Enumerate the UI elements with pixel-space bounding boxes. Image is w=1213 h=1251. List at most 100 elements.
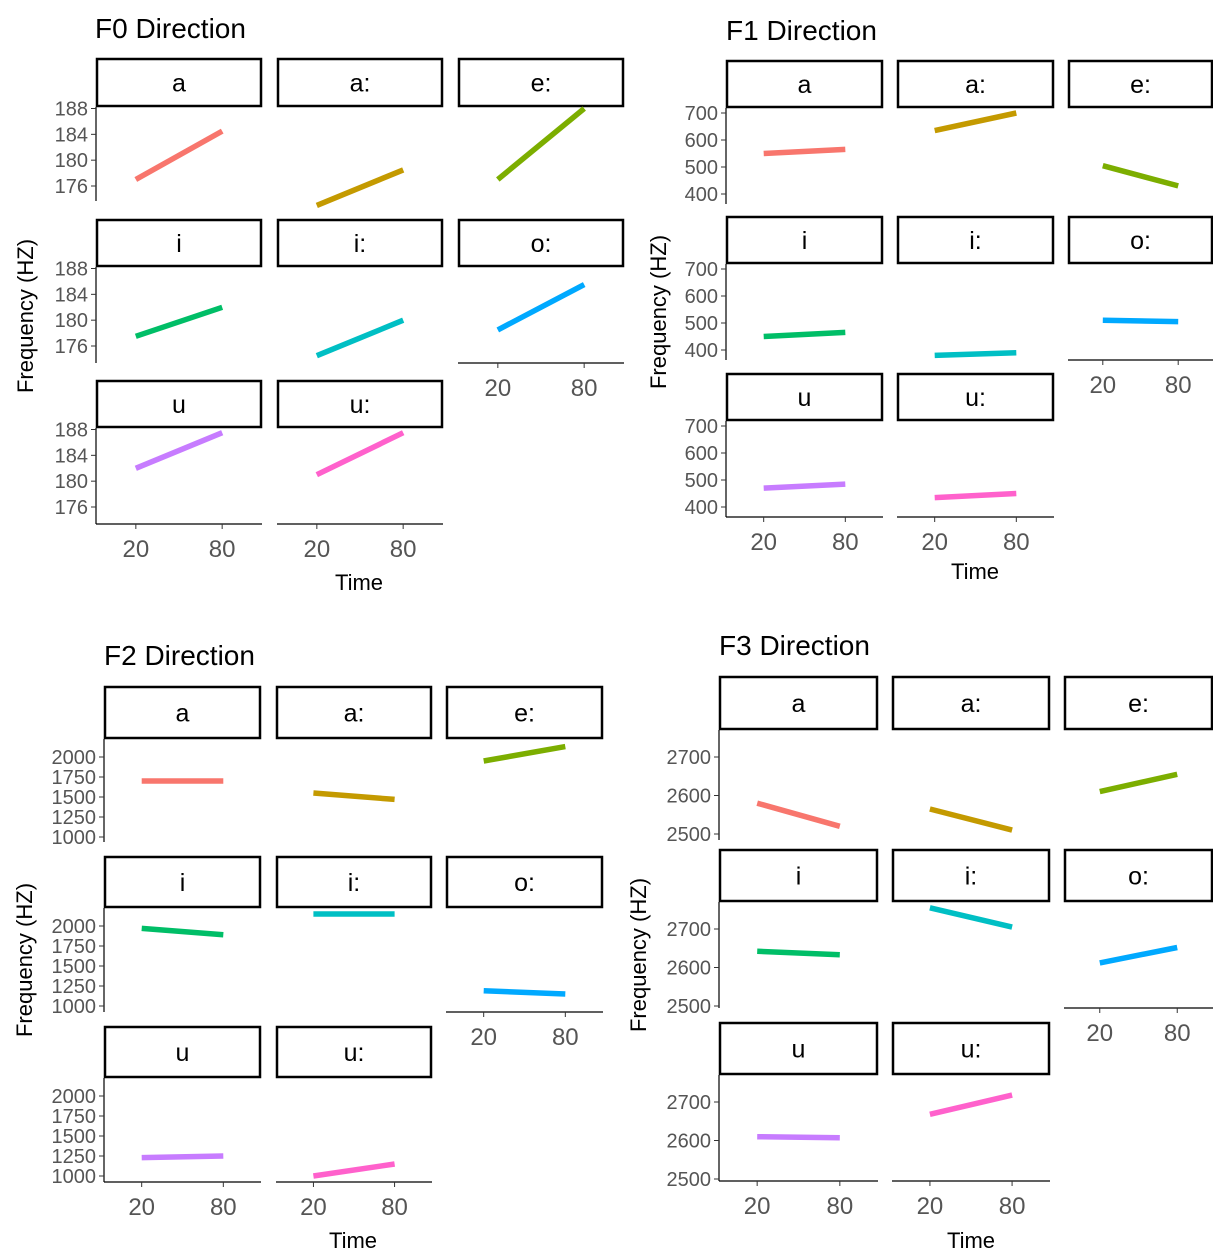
strip-label: a bbox=[798, 71, 812, 99]
facet-panel: o: 20 80 bbox=[1067, 215, 1213, 399]
strip-box bbox=[718, 1021, 879, 1076]
y-tick-label: 400 bbox=[685, 497, 718, 519]
y-tick-label: 2600 bbox=[667, 1131, 712, 1153]
y-tick-label: 500 bbox=[685, 470, 718, 492]
y-tick-label: 400 bbox=[685, 340, 718, 362]
x-tick-label: 20 bbox=[122, 536, 149, 563]
y-tick-label: 400 bbox=[685, 184, 718, 206]
y-tick-label: 1250 bbox=[52, 976, 97, 998]
facet-panel: a 400 500 600 700 bbox=[685, 59, 884, 206]
y-tick-label: 1750 bbox=[52, 1106, 97, 1128]
x-tick-label: 80 bbox=[571, 375, 598, 402]
facet-panel: o: 20 80 bbox=[445, 855, 604, 1051]
strip-box bbox=[725, 59, 884, 109]
y-tick-label: 2600 bbox=[667, 786, 712, 808]
strip-box bbox=[896, 59, 1055, 109]
strip-label: u bbox=[176, 1039, 190, 1067]
x-tick-label: 80 bbox=[999, 1193, 1026, 1220]
strip-box bbox=[445, 685, 604, 740]
series-line bbox=[134, 430, 224, 471]
strip-label: i bbox=[180, 869, 186, 897]
series-line bbox=[483, 743, 566, 764]
strip-label: o: bbox=[1130, 227, 1151, 255]
x-axis-label: Time bbox=[947, 1228, 995, 1251]
strip-label: a bbox=[172, 70, 186, 98]
strip-box bbox=[891, 1021, 1051, 1076]
facet-panels: a 176 180 184 188 a: e: i 176 180 184 188 i: o: 20 80 u 1… bbox=[55, 57, 625, 563]
chart-title: F2 Direction bbox=[104, 640, 255, 671]
strip-label: a: bbox=[961, 690, 982, 718]
series-line bbox=[1099, 771, 1178, 795]
strip-box bbox=[718, 675, 879, 731]
facet-panel: o: 20 80 bbox=[457, 218, 625, 402]
series-line bbox=[929, 905, 1013, 930]
strip-box bbox=[457, 218, 625, 268]
series-line bbox=[934, 349, 1017, 359]
strip-box bbox=[891, 848, 1051, 903]
series-line bbox=[934, 110, 1017, 134]
y-tick-label: 2500 bbox=[667, 824, 712, 846]
y-tick-label: 184 bbox=[55, 124, 88, 146]
series-line bbox=[763, 146, 846, 157]
strip-box bbox=[95, 218, 263, 268]
series-line bbox=[141, 1153, 224, 1161]
facet-panel: a: bbox=[891, 675, 1051, 833]
series-line bbox=[1099, 944, 1178, 966]
y-tick-label: 500 bbox=[685, 157, 718, 179]
strip-box bbox=[718, 848, 879, 903]
strip-label: e: bbox=[1130, 71, 1151, 99]
x-tick-label: 80 bbox=[1165, 372, 1192, 399]
y-tick-label: 700 bbox=[685, 259, 718, 281]
y-tick-label: 2700 bbox=[667, 747, 712, 769]
strip-box bbox=[891, 675, 1051, 731]
x-tick-label: 20 bbox=[750, 529, 777, 556]
facet-panel: i 176 180 184 188 bbox=[55, 218, 263, 363]
y-tick-label: 2000 bbox=[52, 916, 97, 938]
facet-panel: u 176 180 184 188 20 80 bbox=[55, 379, 263, 563]
strip-box bbox=[1063, 848, 1213, 903]
strip-label: e: bbox=[1128, 690, 1149, 718]
series-line bbox=[315, 317, 405, 359]
x-tick-label: 80 bbox=[826, 1193, 853, 1220]
y-tick-label: 700 bbox=[685, 416, 718, 438]
y-tick-label: 176 bbox=[55, 336, 88, 358]
strip-box bbox=[276, 218, 444, 268]
series-line bbox=[496, 282, 586, 333]
strip-box bbox=[1063, 675, 1213, 731]
series-line bbox=[315, 167, 405, 208]
x-tick-label: 20 bbox=[470, 1024, 497, 1051]
series-line bbox=[312, 1161, 396, 1179]
y-tick-label: 1000 bbox=[52, 1166, 97, 1188]
facet-panel: i: bbox=[891, 848, 1051, 930]
y-axis-label: Frequency (HZ) bbox=[646, 235, 671, 389]
facet-panel: a 176 180 184 188 bbox=[55, 57, 263, 201]
strip-box bbox=[725, 372, 884, 422]
strip-label: u: bbox=[965, 384, 986, 412]
strip-label: i: bbox=[348, 869, 361, 897]
facet-panel: a: bbox=[896, 59, 1055, 134]
strip-box bbox=[276, 379, 444, 429]
y-tick-label: 1500 bbox=[52, 956, 97, 978]
facet-panel: i 400 500 600 700 bbox=[685, 215, 884, 362]
facet-panel: o: 20 80 bbox=[1063, 848, 1213, 1047]
strip-label: i bbox=[796, 863, 802, 891]
strip-box bbox=[445, 855, 604, 909]
strip-label: o: bbox=[531, 230, 552, 258]
strip-box bbox=[896, 372, 1055, 422]
strip-box bbox=[95, 57, 263, 108]
series-line bbox=[763, 329, 846, 340]
y-tick-label: 2000 bbox=[52, 1086, 97, 1108]
strip-box bbox=[1067, 59, 1213, 109]
strip-box bbox=[103, 855, 262, 909]
facet-panel: i: bbox=[896, 215, 1055, 359]
facet-panel: u: 20 80 bbox=[891, 1021, 1051, 1220]
strip-label: u bbox=[798, 384, 812, 412]
series-line bbox=[134, 128, 224, 182]
x-tick-label: 20 bbox=[484, 375, 511, 402]
strip-box bbox=[276, 57, 444, 108]
facet-panel: e: bbox=[1067, 59, 1213, 189]
x-axis-label: Time bbox=[951, 559, 999, 584]
x-tick-label: 20 bbox=[303, 536, 330, 563]
